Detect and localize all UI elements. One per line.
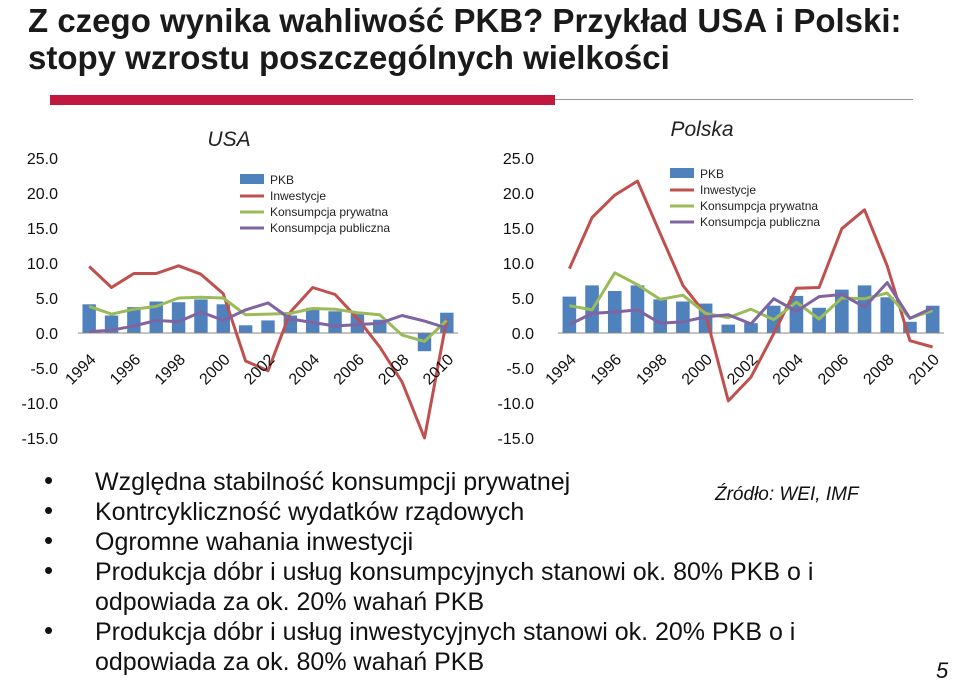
chart-title: USA <box>207 128 250 151</box>
y-tick-label: 0.0 <box>36 326 58 343</box>
legend-label: Konsumpcja publiczna <box>700 215 820 229</box>
slide-title: Z czego wynika wahliwość PKB? Przykład U… <box>28 2 902 76</box>
y-tick-label: 10.0 <box>27 256 58 273</box>
title-rule <box>555 99 913 100</box>
x-tick-label: 2006 <box>331 351 368 388</box>
x-tick-label: 1998 <box>152 351 189 388</box>
y-tick-label: 25.0 <box>503 151 534 168</box>
legend-label: Konsumpcja prywatna <box>270 205 388 219</box>
x-tick-label: 2010 <box>906 351 943 388</box>
x-tick-label: 1994 <box>62 351 99 388</box>
y-tick-label: -5.0 <box>30 361 58 378</box>
bar <box>194 299 208 333</box>
x-tick-label: 2008 <box>860 351 897 388</box>
series-line <box>568 179 934 403</box>
y-tick-label: 25.0 <box>27 151 58 168</box>
legend-label: Inwestycje <box>700 183 756 197</box>
usa-chart: USA 25.0 20.0 15.0 10.0 5.0 0.0 -5.0 -10.0 -15.0 1… <box>0 118 470 453</box>
x-tick-label: 2004 <box>770 351 807 388</box>
y-tick-label: -10.0 <box>22 396 59 413</box>
bullet-item: Kontrcykliczność wydatków rządowych <box>40 495 920 527</box>
bar <box>903 321 917 333</box>
y-tick-label: 15.0 <box>503 221 534 238</box>
legend-label: Inwestycje <box>270 189 326 203</box>
series-line <box>88 264 449 440</box>
title-accent-bar <box>50 95 555 105</box>
usa-chart-svg: USA 25.0 20.0 15.0 10.0 5.0 0.0 -5.0 -10.0 -15.0 1… <box>22 128 458 448</box>
bar <box>676 301 690 333</box>
y-tick-label: 15.0 <box>27 221 58 238</box>
x-tick-label: 1998 <box>633 351 670 388</box>
y-tick-label: -15.0 <box>498 431 535 448</box>
legend-label: Konsumpcja prywatna <box>700 199 818 213</box>
polska-chart: Polska 25.0 20.0 15.0 10.0 5.0 0.0 -5.0 -10.0 -15… <box>470 118 959 453</box>
x-tick-label: 2000 <box>679 351 716 388</box>
page-number: 5 <box>936 658 949 683</box>
legend: PKB Inwestycje Konsumpcja prywatna Konsumpc… <box>670 167 820 229</box>
bar <box>149 301 163 333</box>
y-tick-label: -15.0 <box>22 431 59 448</box>
bullet-item: Produkcja dóbr i usług inwestycyjnych st… <box>40 615 920 677</box>
bullet-item: Produkcja dóbr i usług konsumpcyjnych st… <box>40 555 920 617</box>
y-tick-label: 20.0 <box>27 186 58 203</box>
chart-title: Polska <box>670 118 733 141</box>
bar <box>721 324 736 333</box>
series-line <box>89 301 448 334</box>
y-tick-label: -5.0 <box>506 361 534 378</box>
legend-swatch <box>670 168 694 178</box>
bar <box>744 323 758 333</box>
source-note: Źródło: WEI, IMF <box>715 484 859 505</box>
x-tick-label: 1994 <box>543 351 580 388</box>
x-tick-label: 1996 <box>107 351 144 388</box>
x-tick-label: 2008 <box>375 351 412 388</box>
x-tick-label: 2004 <box>286 351 323 388</box>
x-tick-label: 2000 <box>197 351 234 388</box>
bar <box>562 296 577 333</box>
legend-label: PKB <box>270 173 294 187</box>
bar <box>653 299 667 333</box>
y-tick-label: 0.0 <box>512 326 534 343</box>
bar <box>171 302 186 333</box>
y-tick-label: 10.0 <box>503 256 534 273</box>
bar <box>857 285 872 333</box>
bar <box>306 307 320 333</box>
y-tick-label: -10.0 <box>498 396 535 413</box>
bar <box>880 297 895 333</box>
legend-label: PKB <box>700 167 724 181</box>
bullet-item: Względna stabilność konsumpcji prywatnej <box>40 465 920 497</box>
x-tick-label: 2006 <box>815 351 852 388</box>
y-tick-label: 5.0 <box>512 291 534 308</box>
bullet-item: Ogromne wahania inwestycji <box>40 525 920 557</box>
bar <box>216 304 230 333</box>
legend: PKB Inwestycje Konsumpcja prywatna Konsumpc… <box>240 173 390 235</box>
y-tick-label: 20.0 <box>503 186 534 203</box>
bar <box>238 325 253 333</box>
legend-label: Konsumpcja publiczna <box>270 221 390 235</box>
polska-chart-svg: Polska 25.0 20.0 15.0 10.0 5.0 0.0 -5.0 -10.0 -15… <box>498 118 944 448</box>
y-tick-label: 5.0 <box>36 291 58 308</box>
bullet-list: Względna stabilność konsumpcji prywatnej… <box>40 465 920 677</box>
legend-swatch <box>240 174 264 184</box>
x-tick-label: 2010 <box>420 351 457 388</box>
x-tick-label: 1996 <box>588 351 625 388</box>
bar <box>82 304 96 333</box>
series-line <box>568 281 934 326</box>
bar <box>261 320 275 333</box>
bar <box>328 311 342 333</box>
